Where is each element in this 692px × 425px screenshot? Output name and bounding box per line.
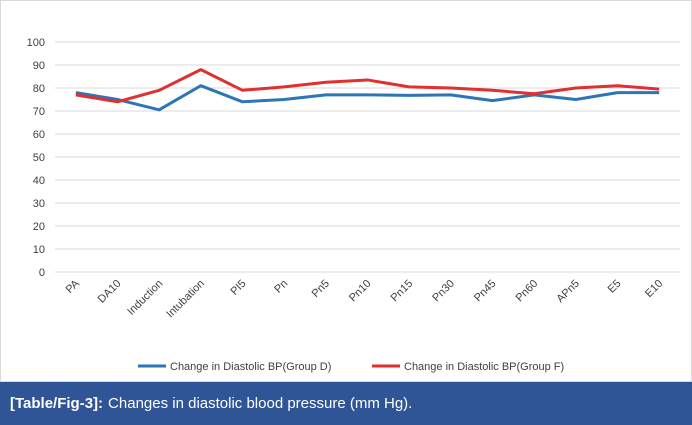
series-line	[75, 84, 660, 112]
y-tick-label: 80	[33, 83, 45, 95]
y-tick-label: 30	[33, 198, 45, 210]
series-line	[75, 68, 660, 104]
y-tick-label: 50	[33, 152, 45, 164]
y-tick-label: 10	[33, 244, 45, 256]
y-tick-label: 70	[33, 106, 45, 118]
y-tick-label: 100	[27, 37, 45, 49]
caption-text: Changes in diastolic blood pressure (mm …	[108, 395, 413, 412]
y-tick-label: 20	[33, 221, 45, 233]
y-tick-label: 40	[33, 175, 45, 187]
caption-bar: [Table/Fig-3]: Changes in diastolic blood…	[0, 382, 692, 425]
legend-label: Change in Diastolic BP(Group D)	[170, 361, 331, 373]
caption-label: [Table/Fig-3]:	[10, 395, 104, 412]
y-tick-label: 90	[33, 60, 45, 72]
y-tick-label: 0	[39, 267, 45, 279]
chart-frame	[0, 0, 692, 382]
y-tick-label: 60	[33, 129, 45, 141]
legend-label: Change in Diastolic BP(Group F)	[404, 361, 564, 373]
